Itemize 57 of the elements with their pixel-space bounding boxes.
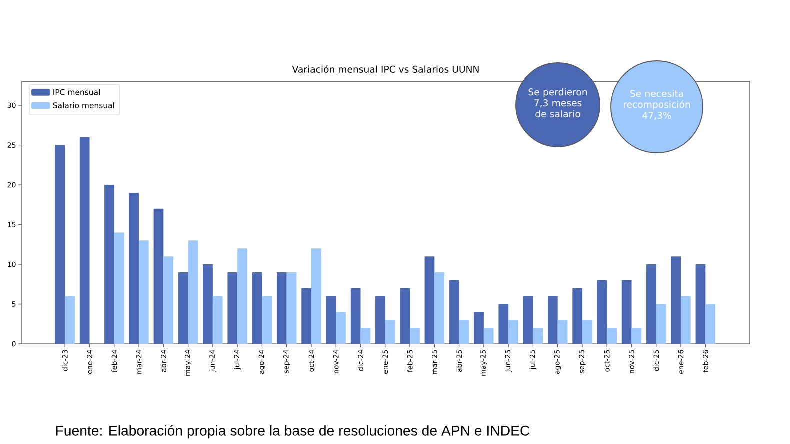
bar xyxy=(65,296,75,344)
bar xyxy=(114,232,124,344)
bar xyxy=(326,296,336,344)
bar xyxy=(572,288,582,344)
bar xyxy=(449,280,460,344)
bar xyxy=(276,272,287,344)
bar xyxy=(484,328,494,344)
bar xyxy=(129,192,140,344)
bar xyxy=(474,312,484,344)
bar xyxy=(459,320,470,344)
bar xyxy=(646,264,656,344)
chart-title: Variación mensual IPC vs Salarios UUNN xyxy=(292,65,479,73)
bar xyxy=(597,280,608,344)
bar xyxy=(80,137,90,344)
bar xyxy=(154,208,164,344)
bar xyxy=(508,320,518,344)
bar xyxy=(533,328,544,344)
bar xyxy=(622,280,632,344)
bar xyxy=(400,288,410,344)
bar xyxy=(582,320,592,344)
annotation: Se perdieron 7,3 meses de salario xyxy=(528,88,588,118)
bar xyxy=(548,296,558,344)
bar xyxy=(311,248,322,344)
bar xyxy=(238,248,248,344)
bar xyxy=(228,272,238,344)
bar xyxy=(696,264,706,344)
source-note: Fuente: Elaboración propia sobre la base de resoluciones de APN e INDEC xyxy=(56,425,530,439)
bar xyxy=(55,145,66,344)
bar xyxy=(164,256,174,344)
bar xyxy=(336,312,346,344)
bar xyxy=(671,256,682,344)
bar xyxy=(632,328,642,344)
bar xyxy=(104,185,114,344)
bar xyxy=(262,296,272,344)
bar xyxy=(360,328,371,344)
bar xyxy=(498,304,509,344)
annotation: Se necesita recomposición 47,3% xyxy=(624,90,690,120)
bar xyxy=(203,264,213,344)
bar xyxy=(385,320,396,344)
bar xyxy=(523,296,534,344)
bar xyxy=(558,320,568,344)
bar xyxy=(188,240,198,344)
bar xyxy=(302,288,312,344)
bar xyxy=(706,304,716,344)
bar xyxy=(681,296,691,344)
bar xyxy=(410,328,420,344)
bar xyxy=(212,296,223,344)
bar xyxy=(434,272,445,344)
bar xyxy=(139,240,149,344)
bar xyxy=(286,272,297,344)
bar xyxy=(350,288,361,344)
bar xyxy=(424,256,435,344)
bar xyxy=(607,328,617,344)
bar xyxy=(178,272,188,344)
bar xyxy=(656,304,666,344)
bar xyxy=(376,296,386,344)
bar xyxy=(252,272,262,344)
